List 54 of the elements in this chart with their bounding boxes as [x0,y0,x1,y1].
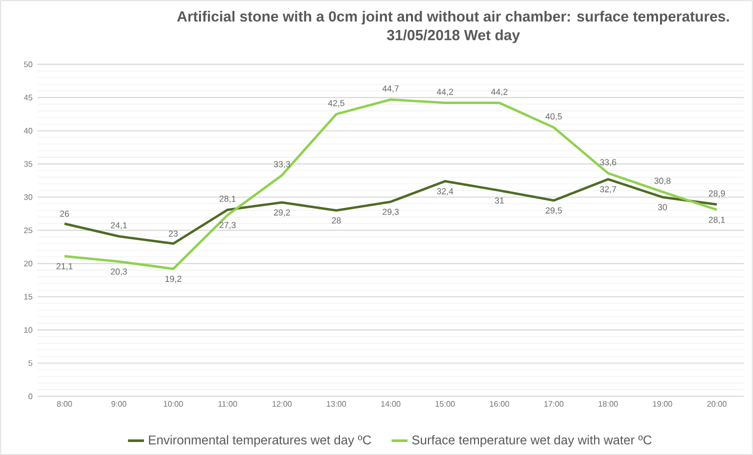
y-tick-label: 40 [24,128,32,134]
data-label: 32,7 [600,186,616,194]
y-tick-label: 25 [24,228,32,234]
data-label: 42,5 [328,100,344,108]
legend-label: Environmental temperatures wet day ºC [149,435,372,447]
chart-title: Artificial stone with a 0cm joint and without air chamber: surface temperatures. [177,10,729,24]
data-label: 21,1 [56,263,73,270]
data-label: 44,2 [436,88,454,96]
data-label: 29,3 [382,208,399,216]
y-tick-label: 35 [24,161,32,167]
x-tick-label: 16:00 [490,401,510,407]
legend-label: Surface temperature wet day with water ºC [412,435,652,447]
y-tick-label: 10 [24,327,32,333]
y-tick-label: 20 [24,260,32,266]
x-tick-label: 20:00 [707,401,727,407]
x-tick-label: 13:00 [326,401,346,407]
data-label: 27,3 [220,222,236,230]
x-tick-label: 17:00 [544,401,564,407]
data-label: 23 [168,230,178,237]
data-label: 24,1 [110,222,127,230]
x-tick-label: 18:00 [598,401,618,407]
data-label: 26 [60,210,69,217]
data-label: 20,3 [110,268,127,276]
y-tick-label: 45 [24,94,32,100]
x-tick-label: 9:00 [111,401,126,407]
data-label: 32,4 [436,188,454,196]
y-tick-label: 30 [24,194,32,200]
y-tick-label: 50 [24,62,32,68]
data-label: 40,5 [546,113,562,120]
x-tick-label: 14:00 [381,401,400,407]
x-tick-label: 11:00 [218,401,237,407]
y-tick-label: 0 [28,394,32,400]
chart-subtitle: 31/05/2018 Wet day [386,30,520,44]
data-label: 28,1 [708,216,725,224]
data-label: 29,2 [274,209,290,217]
data-label: 28,9 [708,190,725,198]
x-tick-label: 19:00 [653,401,672,407]
data-label: 28 [332,217,341,224]
data-label: 30,8 [654,178,671,185]
data-label: 44,2 [491,88,508,96]
data-label: 19,2 [165,276,182,283]
data-label: 29,5 [546,207,562,215]
data-label: 33,3 [274,161,290,168]
data-label: 31 [494,197,504,204]
data-label: 28,1 [220,196,236,203]
data-label: 44,7 [382,86,399,93]
y-tick-label: 5 [28,360,32,366]
x-tick-label: 10:00 [164,401,183,407]
x-tick-label: 8:00 [57,401,72,407]
data-label: 30 [658,204,667,210]
x-tick-label: 12:00 [272,401,292,407]
x-tick-label: 15:00 [436,401,455,407]
data-label: 33,6 [600,159,616,166]
y-tick-label: 15 [24,294,32,300]
